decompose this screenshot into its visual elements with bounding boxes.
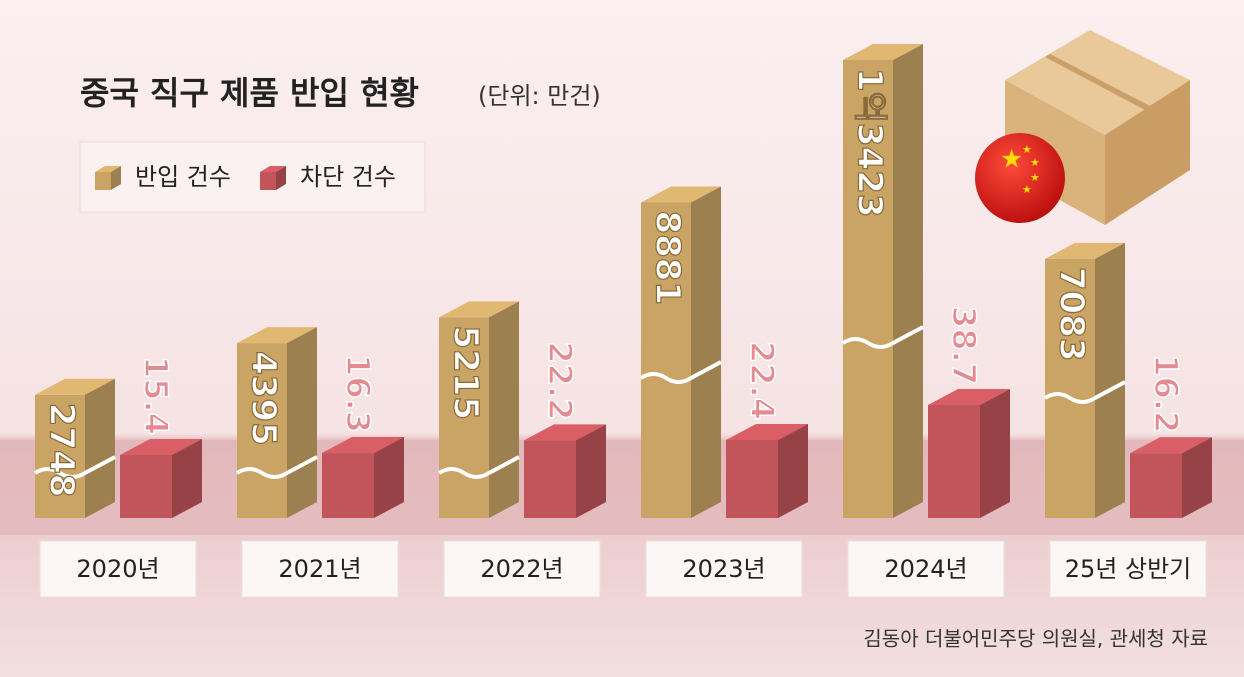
value-label: 5215 [446, 325, 486, 420]
chart-title: 중국 직구 제품 반입 현황 [80, 74, 419, 112]
svg-text:★: ★ [1022, 143, 1032, 156]
category-box [241, 540, 399, 598]
category-box [39, 540, 197, 598]
bar-top [1130, 437, 1212, 454]
legend-swatch-top [95, 166, 121, 172]
bar-top [322, 437, 404, 454]
legend-swatch-side [111, 166, 121, 190]
bar-top [641, 186, 721, 203]
x-tick-label: 2021년 [278, 555, 361, 583]
break-wave [841, 325, 924, 349]
bar-side [1182, 437, 1212, 518]
category-box [1049, 540, 1207, 598]
legend-swatch [260, 172, 276, 190]
value-label: 1억3423 [850, 68, 890, 218]
svg-text:★: ★ [1030, 156, 1040, 169]
legend-label: 반입 건수 [135, 163, 231, 191]
bar [237, 343, 287, 518]
floor-band [0, 440, 1244, 535]
category-box [443, 540, 601, 598]
svg-text:★: ★ [1030, 171, 1040, 184]
bar-side [691, 186, 721, 519]
bar-side [489, 301, 519, 518]
source: 김동아 더불어민주당 의원실, 관세청 자료 [863, 627, 1208, 651]
bar [726, 439, 778, 518]
bar [1045, 258, 1095, 518]
bar-top [928, 389, 1010, 405]
legend-swatch-top [260, 166, 286, 172]
value-label: 15.4 [137, 356, 175, 435]
bar [641, 202, 691, 519]
bar [928, 405, 980, 518]
value-label: 2748 [42, 403, 82, 498]
legend-swatch [95, 172, 111, 190]
bar [322, 453, 374, 518]
x-tick-label: 2020년 [76, 555, 159, 583]
bar-top [237, 327, 317, 344]
x-tick-label: 2023년 [682, 555, 765, 583]
break-wave [33, 455, 116, 479]
bar-side [374, 437, 404, 518]
bar-top [35, 378, 115, 395]
bar-top [439, 301, 519, 318]
bar-side [1095, 242, 1125, 518]
value-label: 16.3 [339, 354, 377, 433]
break-wave [639, 360, 722, 384]
chart-subtitle: (단위: 만건) [478, 82, 601, 110]
value-label: 22.4 [743, 341, 781, 420]
parcel-illustration: ★ ★ ★ ★ ★ [975, 30, 1190, 225]
bar-side [576, 424, 606, 518]
bar-top [1045, 242, 1125, 259]
svg-text:★: ★ [1000, 145, 1023, 175]
break-wave [437, 455, 520, 479]
legend-box [79, 141, 426, 213]
svg-text:★: ★ [1022, 183, 1032, 196]
bar-side [778, 423, 808, 518]
bar-side [980, 389, 1010, 518]
bar-top [726, 423, 808, 440]
x-tick-label: 25년 상반기 [1065, 555, 1192, 583]
value-label: 16.2 [1147, 354, 1185, 433]
category-box [847, 540, 1005, 598]
category-box [645, 540, 803, 598]
bar-top [120, 438, 202, 455]
legend-label: 차단 건수 [300, 163, 396, 191]
legend-swatch-side [276, 166, 286, 190]
break-wave [235, 455, 318, 479]
bar [1130, 453, 1182, 518]
bar [843, 60, 893, 518]
break-wave [1043, 380, 1126, 404]
bar-side [893, 44, 923, 518]
bar [120, 454, 172, 518]
bar-top [524, 424, 606, 441]
x-tick-label: 2024년 [884, 555, 967, 583]
value-label: 4395 [244, 351, 284, 446]
bar-side [85, 378, 115, 518]
bar [35, 394, 85, 518]
value-label: 8881 [648, 210, 688, 305]
value-label: 38.7 [945, 306, 983, 385]
bar-side [287, 327, 317, 518]
bar [524, 440, 576, 518]
bar-side [172, 438, 202, 518]
bar [439, 317, 489, 518]
bar-top [843, 44, 923, 60]
x-tick-label: 2022년 [480, 555, 563, 583]
value-label: 7083 [1052, 267, 1092, 362]
value-label: 22.2 [541, 341, 579, 420]
